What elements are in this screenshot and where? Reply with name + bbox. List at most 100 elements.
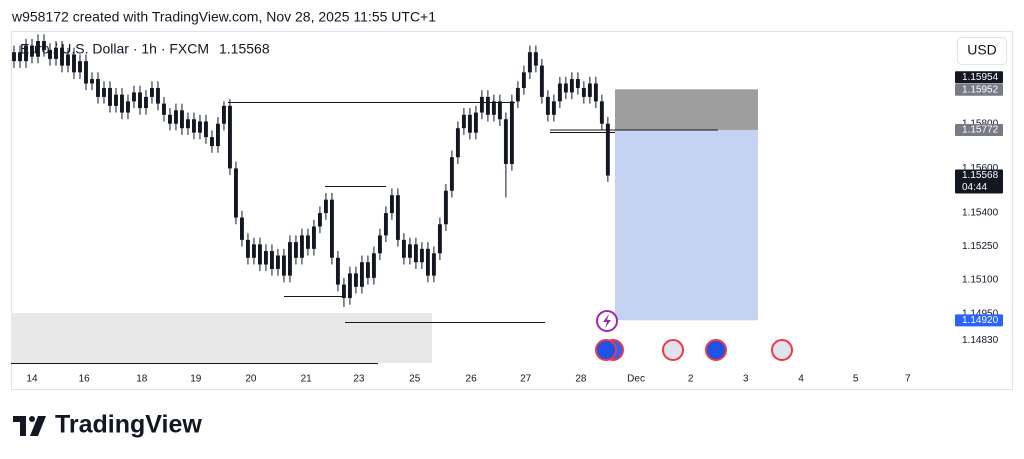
candle-body: [335, 257, 340, 285]
candle-body: [30, 45, 34, 57]
candle-body: [389, 195, 394, 214]
symbol-legend: Euro / U.S. Dollar · 1h · FXCM: [20, 41, 209, 57]
candles: [12, 34, 610, 307]
candle-body: [66, 54, 70, 66]
candle-body: [503, 119, 508, 164]
x-tick-label: 28: [575, 374, 587, 385]
currency-label[interactable]: USD: [967, 42, 997, 58]
x-tick-label: 4: [798, 374, 804, 385]
logo: TradingView: [13, 411, 202, 439]
candle-body: [281, 255, 286, 276]
candle-body: [192, 119, 196, 133]
candle-body: [257, 244, 262, 265]
candle-body: [599, 101, 604, 124]
candle-body: [341, 284, 346, 298]
x-tick-label: 2: [688, 374, 694, 385]
x-tick-label: 5: [853, 374, 859, 385]
candle-body: [371, 253, 376, 278]
price-tag: [955, 314, 1003, 327]
y-tick-label: 1.15100: [962, 275, 999, 286]
candle-body: [102, 87, 106, 97]
candle-body: [293, 242, 298, 258]
candle-body: [515, 87, 520, 102]
candle-body: [299, 235, 304, 258]
candle-body: [587, 83, 592, 97]
logo-mark: [29, 416, 35, 422]
candle-body: [305, 235, 310, 249]
candle-body: [269, 251, 274, 269]
candle-body: [395, 195, 400, 240]
candle-body: [443, 190, 448, 225]
candle-body: [425, 248, 430, 276]
price-tag-label: 1.15772: [962, 125, 999, 136]
x-tick-label: Dec: [627, 374, 645, 385]
currency-button[interactable]: [957, 37, 1007, 65]
candle-body: [581, 87, 586, 97]
logo-mark: [13, 416, 26, 436]
candle-body: [198, 121, 202, 133]
price-tag: [955, 123, 1003, 136]
event-icon: [771, 339, 793, 361]
candle-body: [24, 45, 28, 62]
y-tick-label: 1.15600: [962, 163, 999, 174]
x-tick-label: 14: [26, 374, 38, 385]
candle-body: [78, 61, 82, 73]
candle-body: [12, 52, 16, 62]
x-tick-label: 7: [905, 374, 911, 385]
candle-body: [228, 105, 232, 169]
candle-body: [234, 168, 238, 218]
candle-body: [186, 119, 190, 129]
candle-body: [467, 114, 472, 133]
candle-body: [275, 255, 280, 269]
candle-body: [545, 96, 550, 115]
candle-body: [509, 101, 514, 164]
stop-zone: [615, 89, 758, 130]
candle-body: [377, 235, 382, 254]
candle-body: [401, 239, 406, 258]
events: [595, 310, 793, 361]
candle-body: [18, 52, 22, 62]
candle-body: [407, 244, 412, 258]
candle-body: [527, 52, 532, 73]
candle-body: [383, 213, 388, 236]
candle-body: [455, 128, 460, 158]
legend-price: 1.15568: [219, 41, 270, 57]
candle-body: [311, 226, 316, 249]
candle-body: [132, 92, 136, 102]
candle-body: [168, 114, 172, 124]
x-tick-label: 18: [136, 374, 148, 385]
x-tick-label: 21: [301, 374, 313, 385]
candle-body: [521, 72, 526, 88]
candle-body: [413, 244, 418, 263]
candle-body: [563, 83, 568, 93]
y-tick-label: 1.15400: [962, 208, 999, 219]
candle-body: [437, 224, 442, 254]
candle-body: [108, 87, 112, 106]
candle-body: [533, 52, 538, 66]
x-tick-label: 25: [409, 374, 421, 385]
candle-body: [36, 41, 40, 57]
candle-body: [419, 248, 424, 263]
candle-body: [54, 47, 58, 59]
price-tag-label: 1.15954: [962, 72, 999, 83]
event-icon: [603, 314, 611, 328]
candle-body: [216, 123, 220, 147]
price-tag-label: 1.15952: [962, 84, 999, 95]
candle-body: [497, 101, 502, 120]
price-tag: [955, 169, 1003, 194]
candle-body: [156, 87, 160, 104]
candle-body: [90, 79, 94, 84]
candle-body: [42, 41, 46, 50]
candle-body: [210, 137, 214, 147]
candle-body: [329, 199, 334, 258]
candle-body: [479, 96, 484, 113]
candle-body: [449, 157, 454, 191]
candle-body: [240, 217, 244, 240]
candle-body: [557, 83, 562, 102]
zone: [11, 313, 432, 363]
candle-body: [317, 213, 322, 227]
y-tick-label: 1.15250: [962, 241, 999, 252]
x-tick-label: 16: [79, 374, 91, 385]
candle-body: [126, 101, 130, 113]
